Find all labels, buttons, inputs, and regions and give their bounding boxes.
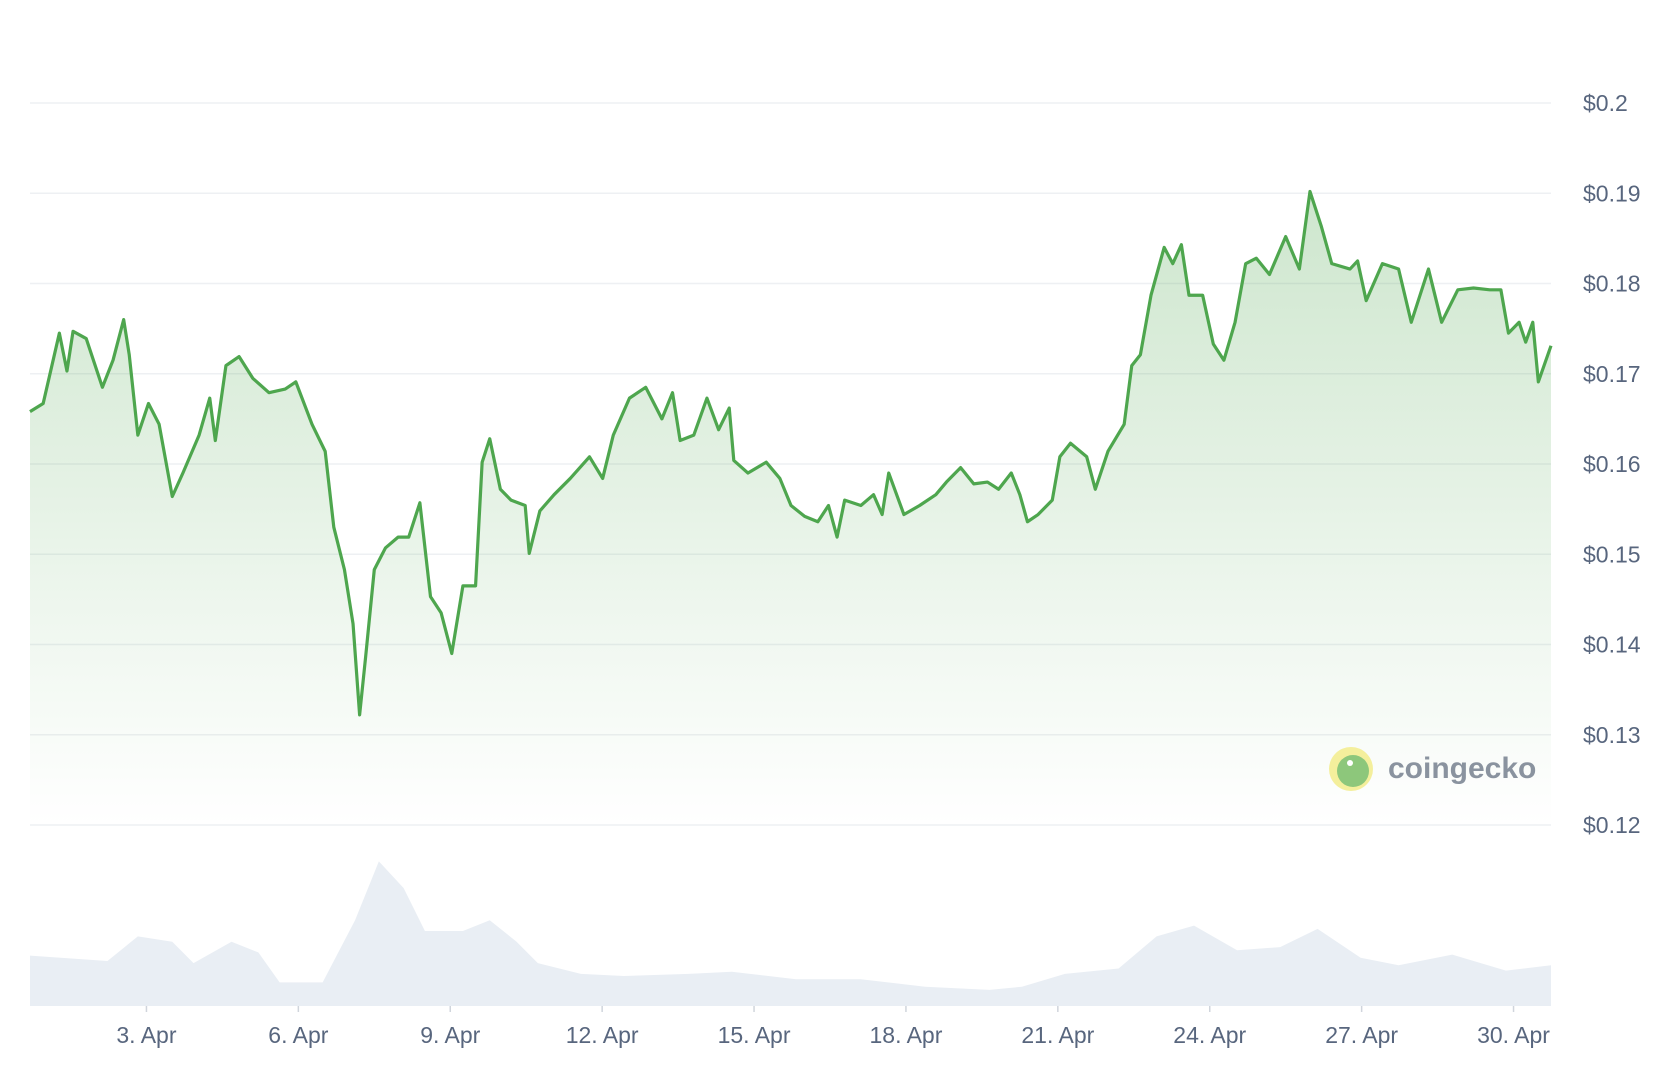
y-tick-label: $0.13 [1583, 722, 1641, 748]
x-tick-label: 15. Apr [718, 1022, 791, 1048]
x-tick-label: 30. Apr [1477, 1022, 1550, 1048]
x-tick-label: 18. Apr [869, 1022, 942, 1048]
x-tick-label: 24. Apr [1173, 1022, 1246, 1048]
x-tick-label: 21. Apr [1021, 1022, 1094, 1048]
y-tick-label: $0.19 [1583, 180, 1641, 206]
y-tick-label: $0.12 [1583, 812, 1641, 838]
price-area [30, 191, 1551, 825]
x-tick-label: 12. Apr [566, 1022, 639, 1048]
y-tick-label: $0.16 [1583, 451, 1641, 477]
x-tick-label: 9. Apr [420, 1022, 480, 1048]
y-tick-label: $0.2 [1583, 90, 1628, 116]
price-line [29, 189, 1553, 717]
watermark: coingecko [1329, 747, 1536, 791]
x-tick-label: 3. Apr [116, 1022, 176, 1048]
y-tick-label: $0.17 [1583, 361, 1641, 387]
x-tick-label: 27. Apr [1325, 1022, 1398, 1048]
y-tick-label: $0.15 [1583, 541, 1641, 567]
volume-area [30, 861, 1551, 1006]
watermark-text: coingecko [1388, 752, 1536, 785]
x-tick-label: 6. Apr [268, 1022, 328, 1048]
y-tick-label: $0.18 [1583, 271, 1641, 297]
y-tick-label: $0.14 [1583, 632, 1641, 658]
